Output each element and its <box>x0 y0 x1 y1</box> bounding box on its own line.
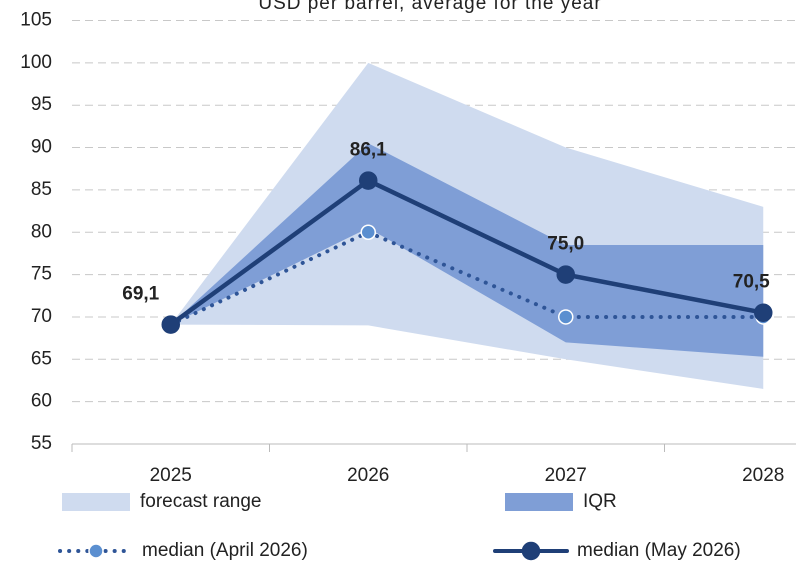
y-tick-label: 55 <box>31 433 52 454</box>
legend-label: median (April 2026) <box>142 540 308 561</box>
y-tick-label: 100 <box>20 52 52 73</box>
y-tick-label: 90 <box>31 137 52 158</box>
legend-marker <box>88 543 104 559</box>
y-tick-label: 65 <box>31 348 52 369</box>
marker <box>359 171 378 190</box>
legend-swatch <box>505 493 573 511</box>
marker <box>558 309 574 325</box>
chart-title: USD per barrel, average for the year <box>258 0 601 14</box>
data-label: 75,0 <box>547 234 584 255</box>
marker <box>161 315 180 334</box>
legend-label: median (May 2026) <box>577 540 741 561</box>
data-label: 70,5 <box>733 272 770 293</box>
y-tick-label: 80 <box>31 221 52 242</box>
x-tick-label: 2028 <box>742 465 784 486</box>
y-tick-label: 95 <box>31 94 52 115</box>
y-tick-label: 70 <box>31 306 52 327</box>
y-tick-label: 60 <box>31 391 52 412</box>
legend-marker <box>521 541 541 561</box>
data-label: 69,1 <box>122 284 159 305</box>
marker <box>360 224 376 240</box>
band-area <box>170 143 764 357</box>
marker <box>754 303 773 322</box>
x-tick-label: 2025 <box>150 465 192 486</box>
y-tick-label: 85 <box>31 179 52 200</box>
legend-label: forecast range <box>140 491 261 512</box>
marker <box>556 265 575 284</box>
line <box>168 177 766 327</box>
legend-swatch <box>62 493 130 511</box>
data-label: 86,1 <box>350 140 387 161</box>
y-tick-label: 75 <box>31 264 52 285</box>
legend-label: IQR <box>583 491 617 512</box>
y-tick-label: 105 <box>20 10 52 31</box>
line <box>168 230 766 327</box>
x-tick-label: 2027 <box>545 465 587 486</box>
x-tick-label: 2026 <box>347 465 389 486</box>
